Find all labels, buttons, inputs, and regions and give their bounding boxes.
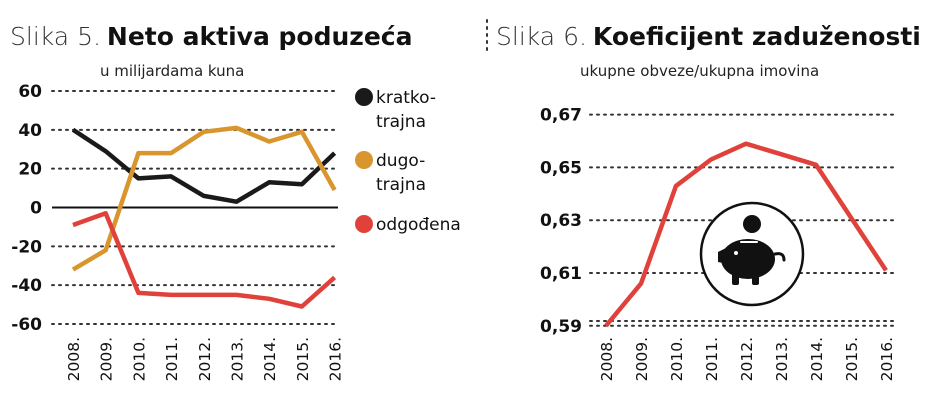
legend-label: trajna (376, 175, 426, 195)
legend-label: kratko- (376, 88, 436, 108)
x-tick-label: 2011. (703, 337, 721, 381)
legend-marker-0 (355, 88, 373, 106)
chart-6-title-main: Koeficijent zaduženosti (593, 22, 921, 51)
chart-5-title-main: Neto aktiva poduzeća (107, 22, 413, 51)
piggy-bank-icon (699, 201, 805, 307)
x-tick-label: 2010. (668, 337, 686, 381)
chart-6-title: Slika 6. Koeficijent zaduženosti (496, 22, 921, 51)
legend-label: odgođena (376, 215, 461, 235)
x-tick-label: 2015. (843, 337, 861, 381)
x-tick-label: 2010. (130, 337, 148, 381)
chart-5-title-prefix: Slika 5. (10, 22, 101, 51)
y-tick-label: -40 (11, 276, 42, 296)
y-tick-label: 0,61 (540, 264, 582, 284)
x-tick-label: 2011. (163, 337, 181, 381)
series-line-1 (71, 125, 337, 272)
x-tick-label: 2013. (229, 337, 247, 381)
x-tick-label: 2009. (633, 337, 651, 381)
legend-marker-2 (355, 215, 373, 233)
x-tick-label: 2014. (808, 337, 826, 381)
y-tick-label: -60 (11, 315, 42, 335)
y-tick-label: 60 (18, 82, 42, 102)
x-tick-label: 2009. (98, 337, 116, 381)
chart-5: Slika 5. Neto aktiva poduzeća u milijarda… (10, 22, 461, 381)
chart-6: Slika 6. Koeficijent zaduženosti ukupne o… (486, 19, 921, 381)
x-tick-label: 2016. (878, 337, 896, 381)
x-tick-label: 2012. (196, 337, 214, 381)
chart-6-subtitle: ukupne obveze/ukupna imovina (580, 62, 819, 80)
legend-marker-1 (355, 151, 373, 169)
x-tick-label: 2015. (294, 337, 312, 381)
y-tick-label: 0,65 (540, 158, 582, 178)
series-line-2 (72, 211, 337, 309)
chart-5-subtitle: u milijardama kuna (100, 62, 244, 80)
chart-6-title-prefix: Slika 6. (496, 22, 587, 51)
x-tick-label: 2008. (598, 337, 616, 381)
legend-label: trajna (376, 112, 426, 132)
y-tick-label: 0 (30, 199, 42, 219)
legend-label: dugo- (376, 151, 425, 171)
y-tick-label: 40 (18, 121, 42, 141)
x-tick-label: 2013. (773, 337, 791, 381)
y-tick-label: 20 (18, 160, 42, 180)
chart-5-title: Slika 5. Neto aktiva poduzeća (10, 22, 412, 51)
x-tick-label: 2016. (327, 337, 345, 381)
y-tick-label: 0,63 (540, 211, 582, 231)
y-tick-label: -20 (11, 237, 42, 257)
y-tick-label: 0,59 (540, 317, 582, 337)
x-tick-label: 2014. (261, 337, 279, 381)
y-tick-label: 0,67 (540, 106, 582, 126)
x-tick-label: 2008. (65, 337, 83, 381)
series-line-0 (71, 127, 337, 204)
x-tick-label: 2012. (738, 337, 756, 381)
